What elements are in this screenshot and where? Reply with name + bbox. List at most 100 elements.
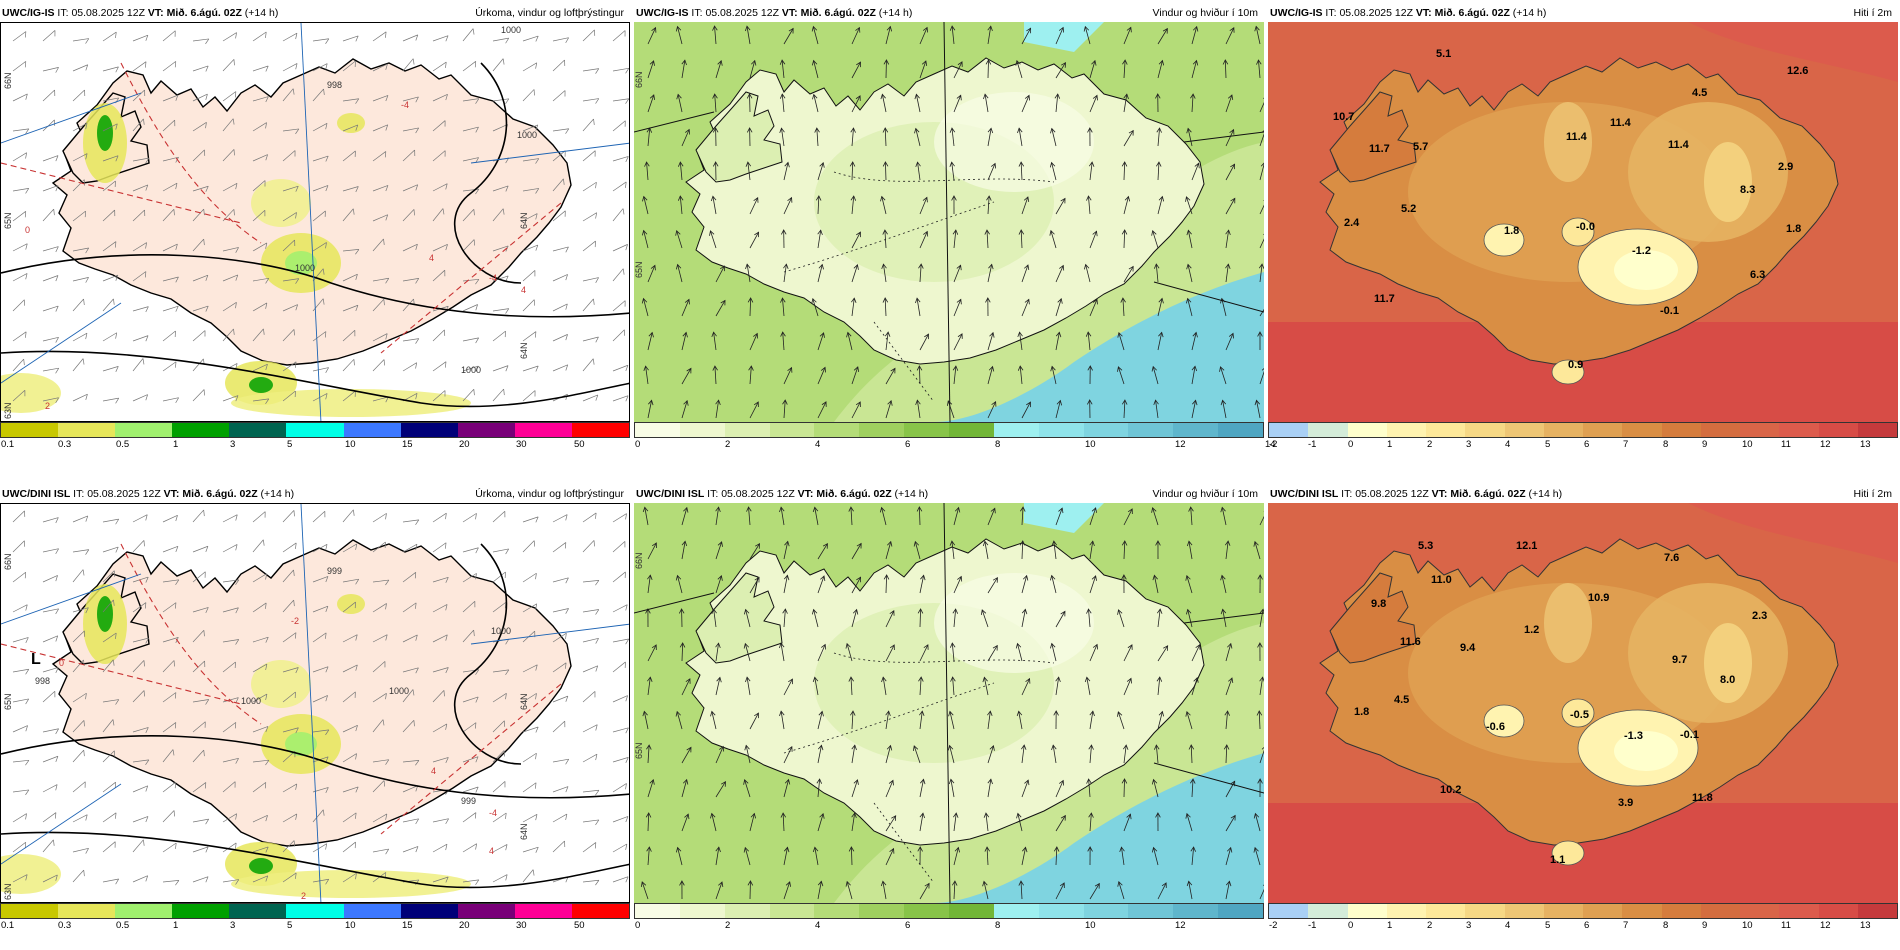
- lead-time: (+14 h): [1512, 7, 1547, 19]
- color-scale-legend: 0 2 4 6 8 10 12: [634, 903, 1264, 937]
- vt-label: VT:: [147, 7, 164, 19]
- pressure-label: 1000: [461, 365, 481, 375]
- temperature-value-label: 6.3: [1750, 269, 1765, 281]
- latitude-label: 63N: [3, 402, 13, 419]
- latitude-label: 63N: [3, 883, 13, 900]
- color-scale-swatch: [1583, 423, 1623, 437]
- pressure-label: 1000: [389, 686, 409, 696]
- color-scale-swatch: [58, 423, 116, 437]
- temperature-value-label: 2.9: [1778, 161, 1793, 173]
- map-canvas[interactable]: 5.1 12.6 4.5 10.7 11.4 11.4 11.7 5.7 11.4 2.9 8.3 5…: [1268, 22, 1898, 422]
- color-scale-tick-label: 1: [173, 920, 179, 931]
- map-canvas[interactable]: 66N 65N: [634, 503, 1264, 903]
- color-scale-tick-label: 12: [1820, 439, 1831, 450]
- latitude-label: 66N: [3, 553, 13, 570]
- color-scale-swatch: [1740, 423, 1780, 437]
- panel-run-info: UWC/IG-IS IT: 05.08.2025 12Z VT: Mið. 6.…: [2, 6, 278, 20]
- temperature-value-label: 12.1: [1516, 540, 1537, 552]
- color-scale-swatch: [1269, 904, 1309, 918]
- color-scale-swatch: [1386, 904, 1426, 918]
- temperature-contour-label: 4: [489, 846, 494, 856]
- temperature-value-label: 2.4: [1344, 217, 1360, 229]
- color-scale-tick-label: 13: [1860, 439, 1871, 450]
- temperature-contour-label: 0: [59, 658, 64, 668]
- temperature-value-label: 11.4: [1668, 139, 1690, 151]
- color-scale-tick-label: 10: [1085, 439, 1096, 450]
- it-value: 05.08.2025 12Z: [1339, 7, 1413, 19]
- map-canvas[interactable]: 66N 65N: [634, 22, 1264, 422]
- color-scale-swatch: [1465, 423, 1505, 437]
- color-scale-swatch: [1083, 423, 1129, 437]
- color-scale-tick-label: 0: [1348, 439, 1354, 450]
- temperature-value-label: 9.8: [1371, 598, 1386, 610]
- map-svg: 5.3 12.1 7.6 11.0 9.8 10.9 1.2 2.3 11.6 9.4 9.7 8.0…: [1268, 503, 1898, 903]
- map-canvas[interactable]: 5.3 12.1 7.6 11.0 9.8 10.9 1.2 2.3 11.6 9.4 9.7 8.0…: [1268, 503, 1898, 903]
- color-scale-tick-label: 1: [1387, 439, 1393, 450]
- map-panel-temp: UWC/IG-IS IT: 05.08.2025 12Z VT: Mið. 6.…: [1268, 0, 1898, 460]
- color-scale-swatch: [1779, 423, 1819, 437]
- color-scale-swatch: [286, 423, 344, 437]
- color-scale-tick-label: 0.3: [58, 920, 72, 931]
- color-scale-swatch: [993, 423, 1039, 437]
- temperature-value-label: 10.2: [1440, 784, 1461, 796]
- color-scale-legend: -2 -1 0 1 2 3 4 5 6 7 8 9 10 11 12 13: [1268, 903, 1898, 937]
- temperature-value-label: 5.2: [1401, 203, 1416, 215]
- temperature-value-label: 9.7: [1672, 654, 1687, 666]
- color-scale-legend: 0.1 0.3 0.5 1 3 5 10 15 20 30 50: [0, 422, 630, 456]
- temperature-contour-label: 4: [429, 253, 434, 263]
- temperature-value-label: 11.7: [1374, 293, 1395, 305]
- color-scale-tick-label: 0.1: [1, 439, 15, 450]
- color-scale-swatch: [1818, 423, 1858, 437]
- temperature-value-label: 11.4: [1566, 131, 1588, 143]
- temperature-contour-label: -4: [489, 808, 497, 818]
- color-scale-tick-label: 7: [1623, 920, 1629, 931]
- temperature-value-label: 5.7: [1413, 141, 1428, 153]
- temperature-value-label: -1.3: [1624, 730, 1643, 742]
- color-scale-swatch: [115, 423, 173, 437]
- color-scale-swatch: [1543, 904, 1583, 918]
- color-scale-tick-label: 7: [1623, 439, 1629, 450]
- vt-value: Mið. 6.ágú. 02Z: [1434, 7, 1510, 19]
- color-scale-tick-label: 12: [1820, 920, 1831, 931]
- it-label: IT:: [57, 7, 69, 19]
- color-scale-swatch: [1583, 904, 1623, 918]
- color-scale-swatch: [1128, 423, 1174, 437]
- temperature-value-label: 11.0: [1431, 574, 1452, 586]
- color-scale-tick-label: 11: [1781, 920, 1791, 931]
- temperature-value-label: -0.6: [1486, 721, 1505, 733]
- color-scale-swatch: [904, 423, 950, 437]
- color-scale-tick-label: 8: [995, 439, 1001, 450]
- temperature-value-label: 5.3: [1418, 540, 1433, 552]
- color-scale-tick-label: 10: [345, 439, 356, 450]
- color-scale-swatch: [949, 423, 994, 437]
- it-value: 05.08.2025 12Z: [705, 7, 779, 19]
- color-scale-tick-label: 30: [516, 439, 527, 450]
- panel-header: UWC/DINI ISL IT: 05.08.2025 12Z VT: Mið.…: [0, 481, 630, 503]
- it-value: 05.08.2025 12Z: [1355, 488, 1429, 500]
- color-scale-tick-label: 11: [1781, 439, 1791, 450]
- color-scale-swatch: [1661, 904, 1701, 918]
- vt-value: Mið. 6.ágú. 02Z: [1450, 488, 1526, 500]
- color-scale-swatch: [1700, 904, 1740, 918]
- color-scale-tick-label: 10: [1085, 920, 1096, 931]
- color-scale-swatch: [1818, 904, 1858, 918]
- temperature-value-label: -0.0: [1576, 221, 1595, 233]
- it-value: 05.08.2025 12Z: [71, 7, 145, 19]
- temperature-value-label: 12.6: [1787, 65, 1808, 77]
- color-scale-swatch: [635, 423, 680, 437]
- map-canvas[interactable]: 999 1000 1000 1000 999 998 L -2 0 4 -4 2 4 66N 65N 64N 6…: [0, 503, 630, 903]
- color-scale-bar: [634, 422, 1264, 438]
- temperature-value-label: 8.0: [1720, 674, 1735, 686]
- color-scale-tick-label: 6: [905, 439, 911, 450]
- color-scale-tick-label: 1: [1387, 920, 1393, 931]
- map-canvas[interactable]: 99810001000100010001002-404-44266N65N64N…: [0, 22, 630, 422]
- temperature-value-label: 2.3: [1752, 610, 1767, 622]
- color-scale-swatch: [635, 904, 680, 918]
- temperature-value-label: 10.9: [1588, 592, 1609, 604]
- color-scale-swatch: [1347, 423, 1387, 437]
- color-scale-tick-label: 0.5: [116, 920, 130, 931]
- it-value: 05.08.2025 12Z: [87, 488, 161, 500]
- color-scale-swatch: [343, 423, 401, 437]
- color-scale-tick-label: 14: [1265, 439, 1276, 450]
- temperature-contour-label: -4: [489, 273, 497, 283]
